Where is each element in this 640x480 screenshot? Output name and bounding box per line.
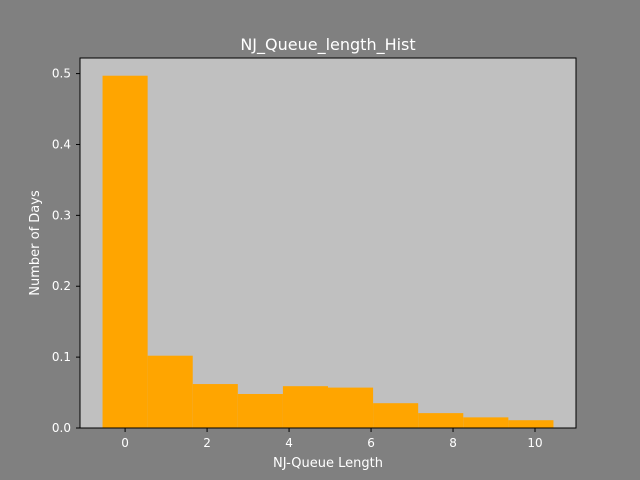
y-axis: 0.0 0.1 0.2 0.3 0.4 0.5 — [52, 67, 80, 435]
histogram-bar-9 — [508, 420, 554, 428]
histogram-bar-8 — [463, 417, 509, 428]
histogram-bar-3 — [237, 393, 283, 428]
y-axis-label: Number of Days — [28, 190, 43, 296]
plot-frame — [79, 57, 577, 429]
x-tick-label-4: 8 — [449, 436, 457, 450]
histogram-bar-5 — [328, 387, 374, 428]
histogram-bar-4 — [282, 386, 328, 428]
x-tick-label-0: 0 — [121, 436, 129, 450]
y-tick-label-5: 0.5 — [52, 67, 71, 81]
histogram-bar-7 — [418, 413, 464, 428]
chart-title: NJ_Queue_length_Hist — [240, 35, 415, 55]
y-tick-label-1: 0.1 — [52, 350, 71, 364]
x-tick-label-3: 6 — [367, 436, 375, 450]
y-tick-label-4: 0.4 — [52, 137, 71, 151]
x-tick-label-5: 10 — [527, 436, 542, 450]
y-tick-label-3: 0.3 — [52, 208, 71, 222]
x-tick-label-1: 2 — [203, 436, 211, 450]
y-tick-label-2: 0.2 — [52, 279, 71, 293]
x-axis: 0 2 4 6 8 10 — [121, 428, 543, 450]
histogram-bar-2 — [192, 384, 238, 428]
y-tick-label-0: 0.0 — [52, 421, 71, 435]
histogram-bar-0 — [102, 75, 148, 428]
x-tick-label-2: 4 — [285, 436, 293, 450]
histogram-bar-1 — [147, 355, 193, 428]
x-axis-label: NJ-Queue Length — [273, 456, 383, 471]
bars-group — [102, 75, 554, 428]
histogram-bar-6 — [373, 403, 419, 428]
